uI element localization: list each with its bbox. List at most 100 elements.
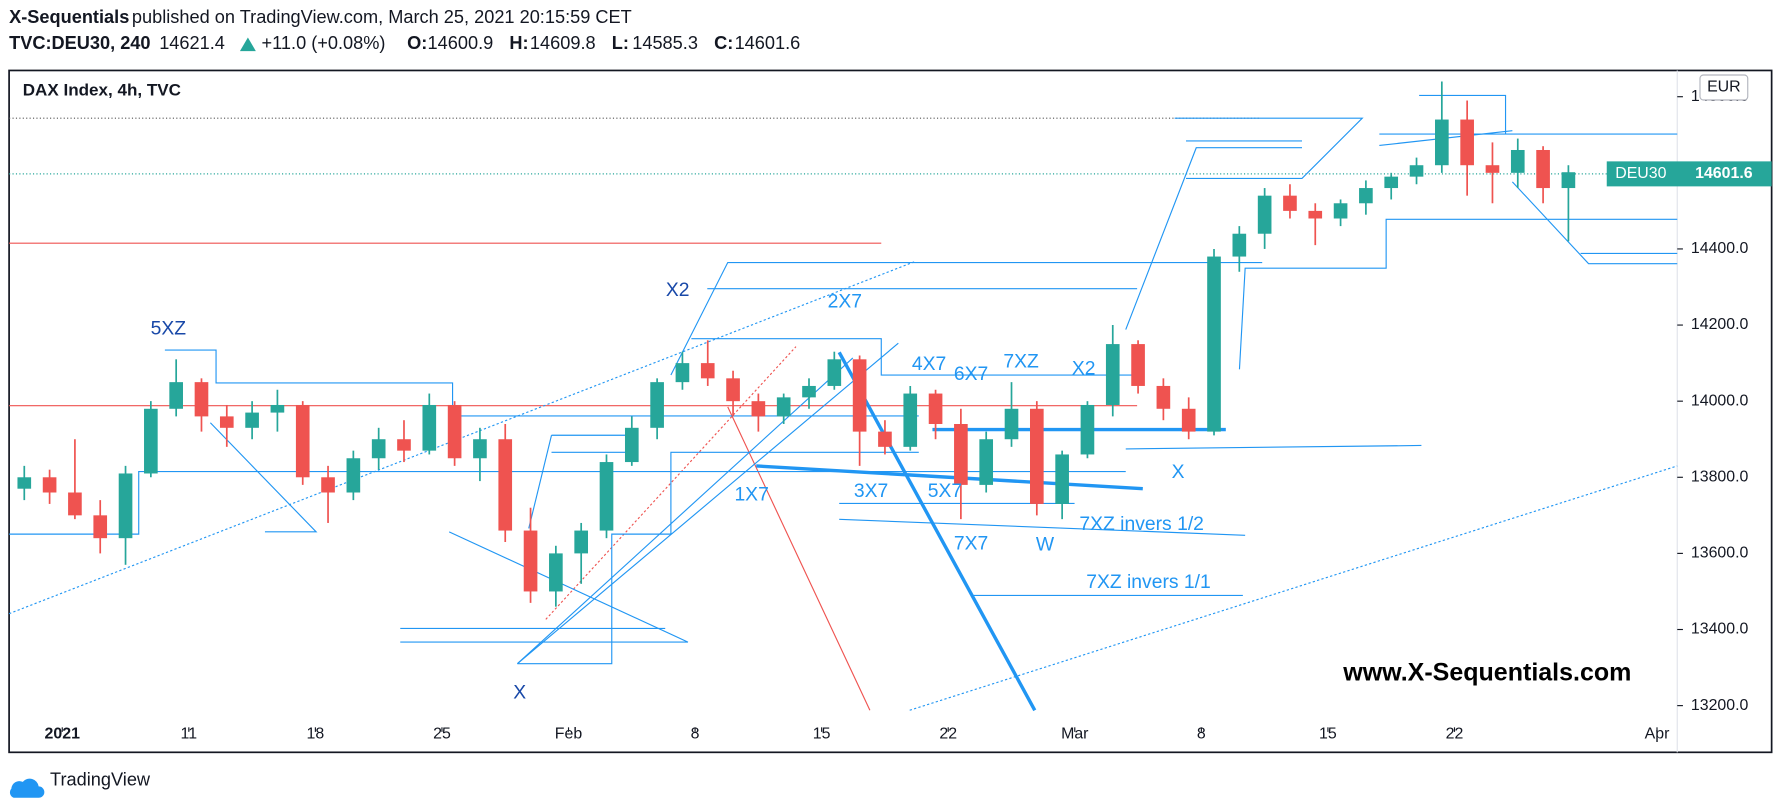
drawing bbox=[1238, 218, 1678, 370]
drawing bbox=[727, 406, 871, 711]
annotation: X2 bbox=[1072, 358, 1096, 379]
candle-body bbox=[1181, 408, 1196, 432]
annotation: W bbox=[1036, 535, 1055, 556]
candle-body bbox=[68, 492, 82, 516]
annotation: 7XZ invers 1/2 bbox=[1079, 514, 1204, 535]
candle-body bbox=[751, 401, 766, 417]
y-tick-label: 13800.0 bbox=[1691, 468, 1749, 485]
x-tick-label: Mar bbox=[1061, 725, 1089, 742]
y-tick-label: 14200.0 bbox=[1691, 316, 1749, 333]
author: X-Sequentials bbox=[9, 7, 129, 27]
last-price: 14621.4 bbox=[159, 33, 225, 53]
candle-body bbox=[295, 404, 310, 478]
candle-body bbox=[1561, 172, 1576, 189]
y-tick-label: 14400.0 bbox=[1691, 240, 1749, 257]
candle-body bbox=[802, 385, 816, 398]
tv-logo[interactable]: TradingView bbox=[9, 770, 151, 798]
candle-body bbox=[1308, 210, 1323, 219]
candle-body bbox=[219, 416, 234, 428]
ohlc: O: 14600.9 H: 14609.8 L: 14585.3 C: 14601.6 bbox=[407, 33, 800, 53]
price-tag bbox=[1606, 161, 1772, 187]
drawing bbox=[528, 435, 553, 529]
candle-body bbox=[144, 408, 158, 474]
candle-body bbox=[1435, 119, 1449, 166]
annotation: 7XZ bbox=[1003, 352, 1039, 373]
ohlc-label: H: bbox=[509, 33, 528, 53]
ohlc-label: O: bbox=[407, 33, 427, 53]
annotation: X2 bbox=[666, 280, 690, 301]
candle-body bbox=[928, 393, 943, 425]
candle-body bbox=[447, 404, 462, 459]
candle-body bbox=[852, 359, 867, 432]
currency: EUR bbox=[1707, 79, 1741, 96]
watermark: www.X-Sequentials.com bbox=[1342, 659, 1631, 687]
candle-body bbox=[93, 515, 108, 539]
candle-body bbox=[523, 530, 538, 592]
drawing bbox=[517, 451, 919, 665]
ohlc-value: 14600.9 bbox=[428, 33, 494, 53]
candles bbox=[17, 81, 1576, 607]
y-tick-label: 14000.0 bbox=[1691, 392, 1749, 409]
candle-body bbox=[1105, 344, 1120, 405]
chart-title: DAX Index, 4h, TVC bbox=[23, 80, 181, 99]
annotation: 2X7 bbox=[828, 291, 862, 312]
symbol: TVC:DEU30, 240 bbox=[9, 33, 150, 53]
candle-body bbox=[1257, 195, 1272, 234]
ohlc-label: C: bbox=[714, 33, 733, 53]
x-tick-label: 15 bbox=[813, 725, 831, 742]
annotation: X bbox=[1172, 462, 1185, 483]
drawing bbox=[9, 471, 1126, 535]
candle-body bbox=[397, 439, 411, 451]
candle-body bbox=[1536, 149, 1550, 189]
annotation: 1X7 bbox=[734, 485, 768, 506]
drawing bbox=[756, 464, 1143, 491]
annotation: 7X7 bbox=[954, 533, 988, 554]
candle-body bbox=[1283, 195, 1297, 211]
change: +11.0 (+0.08%) bbox=[262, 33, 386, 53]
drawing bbox=[164, 349, 919, 417]
chart-frame bbox=[8, 69, 1773, 754]
candle-body bbox=[1131, 344, 1145, 386]
drawing bbox=[1419, 94, 1507, 135]
price-tag-value: 14601.6 bbox=[1695, 165, 1753, 182]
x-tick-label: 8 bbox=[691, 725, 700, 742]
drawing bbox=[400, 531, 689, 643]
candle-body bbox=[700, 363, 715, 379]
y-tick-label: 13600.0 bbox=[1691, 545, 1749, 562]
candle-body bbox=[979, 439, 994, 485]
candle-body bbox=[473, 439, 487, 459]
candle-body bbox=[1485, 165, 1500, 173]
candle-body bbox=[346, 458, 361, 493]
drawing bbox=[209, 422, 318, 533]
candle-body bbox=[1359, 188, 1373, 204]
x-tick-label: 25 bbox=[433, 725, 451, 742]
drawing bbox=[670, 261, 1263, 376]
candle-body bbox=[1333, 203, 1348, 219]
candle-body bbox=[371, 439, 386, 459]
candle-body bbox=[1460, 119, 1474, 166]
candle-body bbox=[1409, 165, 1424, 177]
x-tick-label: 22 bbox=[1446, 725, 1464, 742]
ohlc-value: 14585.3 bbox=[632, 33, 698, 53]
candle-body bbox=[1510, 149, 1525, 173]
annotation: X bbox=[513, 682, 526, 703]
candle-body bbox=[42, 477, 57, 493]
annotation: 4X7 bbox=[912, 354, 946, 375]
published: published on TradingView.com, March 25, … bbox=[132, 7, 632, 27]
currency-box[interactable] bbox=[1699, 74, 1749, 101]
candle-body bbox=[118, 473, 133, 539]
annotation: 5XZ bbox=[151, 319, 187, 340]
candle-body bbox=[245, 412, 259, 428]
candle-body bbox=[1232, 233, 1247, 257]
drawing bbox=[8, 260, 916, 615]
candle-body bbox=[1156, 385, 1171, 409]
price-tag-name: DEU30 bbox=[1615, 165, 1666, 182]
candle-body bbox=[675, 363, 690, 383]
ohlc-label: L: bbox=[612, 33, 629, 53]
candle-body bbox=[169, 382, 183, 409]
annotation: 6X7 bbox=[954, 364, 988, 385]
drawing bbox=[1125, 147, 1302, 330]
drawing bbox=[839, 518, 1246, 536]
y-tick-label: 13200.0 bbox=[1691, 697, 1749, 714]
